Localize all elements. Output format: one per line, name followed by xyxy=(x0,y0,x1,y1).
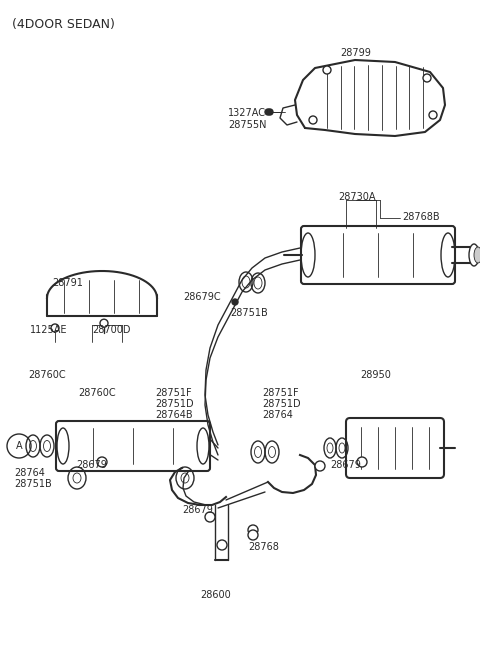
Circle shape xyxy=(267,109,273,115)
Text: 28768B: 28768B xyxy=(402,212,440,222)
FancyBboxPatch shape xyxy=(56,421,210,471)
Text: 28799: 28799 xyxy=(340,48,371,58)
Circle shape xyxy=(323,66,331,74)
Text: 28751B: 28751B xyxy=(230,308,268,318)
FancyBboxPatch shape xyxy=(301,226,455,284)
Circle shape xyxy=(315,461,325,471)
Text: 28751F: 28751F xyxy=(262,388,299,398)
Text: 28600: 28600 xyxy=(200,590,231,600)
Text: 28760C: 28760C xyxy=(78,388,116,398)
Circle shape xyxy=(217,540,227,550)
Circle shape xyxy=(309,116,317,124)
Text: 28768: 28768 xyxy=(248,542,279,552)
Text: 28764: 28764 xyxy=(262,410,293,420)
Text: 28764: 28764 xyxy=(14,468,45,478)
Circle shape xyxy=(100,319,108,327)
Text: 28764B: 28764B xyxy=(155,410,192,420)
Text: 28751D: 28751D xyxy=(155,399,193,409)
Text: 28679: 28679 xyxy=(330,460,361,470)
Text: 28760C: 28760C xyxy=(28,370,66,380)
Circle shape xyxy=(248,525,258,535)
Ellipse shape xyxy=(474,247,480,263)
Text: 28751D: 28751D xyxy=(262,399,300,409)
Circle shape xyxy=(357,457,367,467)
Circle shape xyxy=(97,457,107,467)
Text: (4DOOR SEDAN): (4DOOR SEDAN) xyxy=(12,18,115,31)
Text: 28679C: 28679C xyxy=(183,292,221,302)
Circle shape xyxy=(429,111,437,119)
Circle shape xyxy=(423,74,431,82)
Text: 28791: 28791 xyxy=(52,278,83,288)
Circle shape xyxy=(232,299,238,305)
Text: A: A xyxy=(16,441,22,451)
Text: 1125AE: 1125AE xyxy=(30,325,68,335)
Text: 28751B: 28751B xyxy=(14,479,52,489)
Circle shape xyxy=(265,109,271,115)
Text: 28751F: 28751F xyxy=(155,388,192,398)
FancyBboxPatch shape xyxy=(346,418,444,478)
Circle shape xyxy=(205,512,215,522)
Circle shape xyxy=(248,530,258,540)
Text: 28950: 28950 xyxy=(360,370,391,380)
Text: 28730A: 28730A xyxy=(338,192,375,202)
Text: 28679: 28679 xyxy=(76,460,107,470)
Text: 1327AC: 1327AC xyxy=(228,108,266,118)
Circle shape xyxy=(51,324,59,332)
Text: 28679: 28679 xyxy=(182,505,213,515)
Text: 28700D: 28700D xyxy=(92,325,131,335)
Text: 28755N: 28755N xyxy=(228,120,266,130)
